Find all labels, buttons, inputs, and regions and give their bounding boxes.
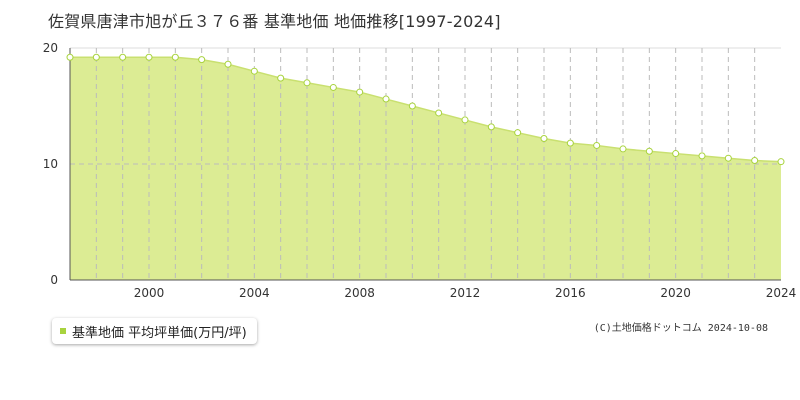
legend-label: 基準地価 平均坪単価(万円/坪) <box>72 325 247 341</box>
data-point <box>435 109 443 117</box>
data-point <box>92 53 100 61</box>
data-point <box>645 147 653 155</box>
data-point <box>514 129 522 137</box>
data-point <box>751 157 759 165</box>
x-tick-label: 2016 <box>555 286 586 300</box>
data-point <box>329 83 337 91</box>
data-point <box>145 53 153 61</box>
x-tick-label: 2012 <box>450 286 481 300</box>
data-point <box>698 152 706 160</box>
x-tick-label: 2004 <box>239 286 270 300</box>
data-point <box>540 134 548 142</box>
data-point <box>619 145 627 153</box>
data-point <box>566 139 574 147</box>
data-point <box>382 95 390 103</box>
x-tick-label: 2020 <box>660 286 691 300</box>
data-point <box>198 56 206 64</box>
area-series <box>70 57 781 280</box>
data-point <box>224 60 232 68</box>
data-point <box>461 116 469 124</box>
x-tick-label: 2000 <box>134 286 165 300</box>
data-point <box>303 79 311 87</box>
area-fill <box>70 57 781 280</box>
data-point <box>119 53 127 61</box>
tick-labels: 0 10 20 2000 2004 2008 2012 2016 2020 2024 <box>43 41 797 300</box>
y-tick-label: 10 <box>43 157 58 171</box>
data-point <box>171 53 179 61</box>
x-tick-label: 2024 <box>766 286 797 300</box>
legend-swatch <box>60 328 66 334</box>
data-points <box>66 53 785 166</box>
series-line <box>70 56 782 163</box>
data-point <box>672 150 680 158</box>
data-point <box>356 88 364 96</box>
axes <box>69 48 781 281</box>
data-point <box>777 158 785 166</box>
data-point <box>277 74 285 82</box>
y-tick-label: 0 <box>50 273 58 287</box>
data-point <box>250 67 258 75</box>
data-point <box>66 53 74 61</box>
data-point <box>593 141 601 149</box>
x-tick-label: 2008 <box>344 286 375 300</box>
copyright-text: (C)土地価格ドットコム 2024-10-08 <box>593 323 768 334</box>
data-point <box>408 102 416 110</box>
data-point <box>487 123 495 131</box>
legend: 基準地価 平均坪単価(万円/坪) <box>52 318 257 344</box>
grid-lines <box>70 47 781 280</box>
y-tick-label: 20 <box>43 41 58 55</box>
data-point <box>724 154 732 162</box>
chart-title: 佐賀県唐津市旭が丘３７６番 基準地価 地価推移[1997-2024] <box>48 12 501 31</box>
